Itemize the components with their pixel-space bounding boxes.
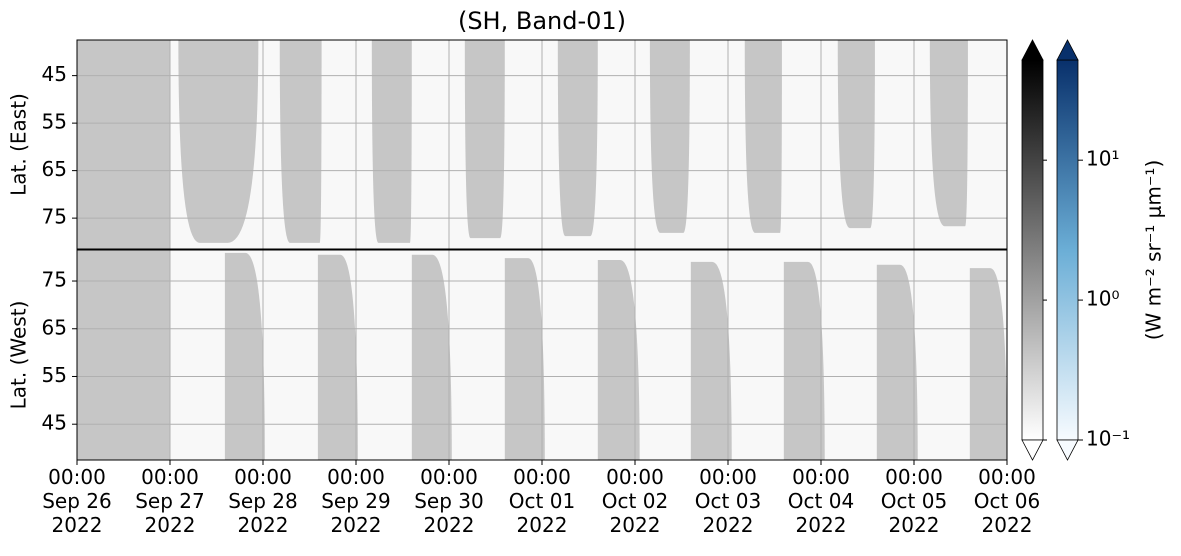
x-tick-label: 00:00 Oct 05 2022 [880, 465, 948, 537]
y-tick-label: 65 [42, 315, 67, 339]
y-tick-label: 75 [42, 268, 67, 292]
x-tick-label: 00:00 Oct 04 2022 [787, 465, 855, 537]
x-tick-label: 00:00 Sep 30 2022 [414, 465, 484, 537]
dark-block [744, 40, 782, 233]
dark-block [597, 260, 640, 460]
x-tick-label: 00:00 Sep 26 2022 [42, 465, 112, 537]
colorbar [1021, 59, 1044, 441]
dark-block [77, 40, 170, 249]
blocks [77, 250, 1007, 460]
y-axis-label: Lat. (West) [7, 301, 31, 410]
dark-block [178, 40, 259, 243]
dark-block [557, 40, 598, 237]
dark-block [969, 268, 1007, 460]
colorbar-tick-label: 10⁻¹ [1086, 427, 1130, 451]
x-tick-label: 00:00 Oct 01 2022 [508, 465, 576, 537]
colorbar-extend-min [1021, 439, 1044, 461]
dark-block [371, 40, 412, 243]
x-tick-label: 00:00 Sep 28 2022 [228, 465, 298, 537]
dark-block [929, 40, 968, 227]
dark-block [649, 40, 690, 233]
colorbar-extend-max [1056, 39, 1079, 61]
dark-block [279, 40, 322, 243]
dark-block [317, 254, 358, 460]
x-tick-label: 00:00 Oct 06 2022 [973, 465, 1041, 537]
x-tick-label: 00:00 Oct 02 2022 [601, 465, 669, 537]
dark-block [876, 264, 918, 460]
y-tick-label: 55 [42, 363, 67, 387]
colorbar-label: (W m⁻² sr⁻¹ μm⁻¹) [1142, 160, 1166, 341]
dark-block [411, 254, 452, 460]
chart-title: (SH, Band-01) [458, 7, 626, 35]
y-axis-label: Lat. (East) [7, 93, 31, 196]
dark-block [783, 261, 825, 460]
x-tick-label: 00:00 Oct 03 2022 [694, 465, 762, 537]
y-tick-label: 65 [42, 157, 67, 181]
y-tick-label: 55 [42, 110, 67, 134]
x-tick-label: 00:00 Sep 27 2022 [135, 465, 205, 537]
x-tick-label: 00:00 Sep 29 2022 [321, 465, 391, 537]
dark-block [224, 252, 265, 460]
dark-block [837, 40, 875, 229]
dark-block [464, 40, 505, 239]
colorbar-tick-label: 10⁰ [1086, 287, 1119, 311]
y-tick-label: 45 [42, 411, 67, 435]
colorbar-extend-max [1021, 39, 1044, 61]
dark-block [690, 261, 732, 460]
colorbar [1056, 59, 1079, 441]
y-tick-label: 45 [42, 62, 67, 86]
y-tick-label: 75 [42, 205, 67, 229]
colorbar-extend-min [1056, 439, 1079, 461]
blocks [77, 40, 968, 249]
dark-block [504, 258, 545, 460]
colorbar-tick-label: 10¹ [1086, 147, 1119, 171]
dark-block [77, 250, 170, 460]
panel-frame [76, 39, 1008, 250]
